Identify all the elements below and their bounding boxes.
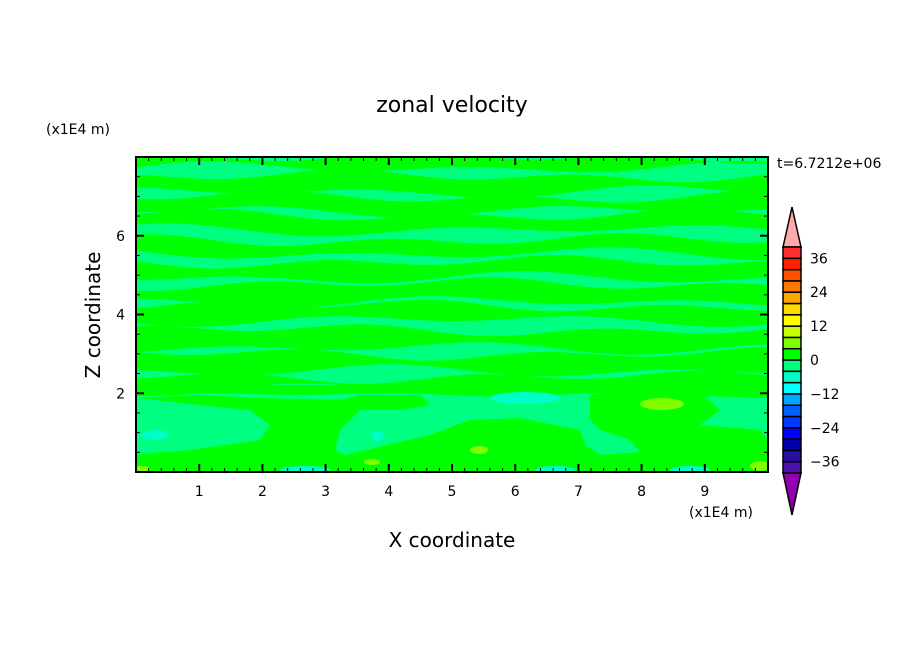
colorbar-swatch — [782, 314, 802, 327]
contour-fill-4-8 — [640, 398, 684, 410]
contour-fill-neg8-neg4 — [490, 392, 560, 404]
colorbar-tick-label: −24 — [810, 421, 840, 437]
x-tick-label: 5 — [448, 484, 457, 500]
colorbar-swatch — [782, 336, 802, 350]
contour-fill-0-4 — [136, 299, 768, 327]
contour-fill-0-4 — [136, 347, 768, 377]
colorbar-over-triangle — [782, 206, 802, 248]
contour-fill-neg8-neg4 — [141, 430, 169, 440]
colorbar-under-triangle — [782, 472, 802, 516]
colorbar-swatch — [782, 449, 802, 463]
colorbar-swatch — [782, 393, 802, 406]
colorbar-tick-label: 36 — [810, 251, 828, 267]
colorbar-swatch — [782, 291, 802, 305]
contour-plot-area — [136, 157, 768, 472]
y-unit-label: (x1E4 m) — [46, 122, 110, 138]
colorbar-swatch — [782, 347, 802, 361]
y-tick-label: 2 — [116, 386, 125, 402]
colorbar-tick-label: 24 — [810, 285, 828, 301]
colorbar: 36 24 12 0 −12 −24 −36 — [782, 206, 840, 516]
contour-fill-neg8-neg4 — [372, 431, 384, 441]
x-tick-label: 7 — [574, 484, 583, 500]
colorbar-swatch — [782, 438, 802, 452]
contour-fill-4-8 — [364, 459, 380, 465]
x-tick-label: 8 — [637, 484, 646, 500]
x-tick-label: 1 — [195, 484, 204, 500]
contour-fill-0-4 — [136, 277, 768, 309]
y-tick-label: 4 — [116, 308, 125, 324]
colorbar-swatch — [782, 404, 802, 418]
y-tick-label: 6 — [116, 229, 125, 245]
colorbar-tick-label: 0 — [810, 353, 819, 369]
contour-fill-4-8 — [470, 446, 488, 454]
contour-fill-0-4 — [136, 255, 768, 284]
x-tick-label: 6 — [511, 484, 520, 500]
contour-fill-4-8 — [136, 466, 150, 472]
contour-fill-0-4 — [136, 233, 768, 261]
contour-fill-0-4 — [136, 452, 238, 472]
colorbar-swatch — [782, 325, 802, 339]
x-unit-label: (x1E4 m) — [689, 505, 753, 521]
colorbar-swatch — [782, 381, 802, 395]
colorbar-swatch — [782, 460, 802, 474]
contour-fill-neg8-neg4 — [535, 466, 575, 472]
axes: 1 2 3 4 5 6 7 8 9 2 4 6 — [116, 156, 769, 500]
colorbar-tick-label: −36 — [810, 455, 840, 471]
x-tick-label: 9 — [700, 484, 709, 500]
x-tick-label: 3 — [321, 484, 330, 500]
contour-fill-0-4 — [136, 390, 768, 472]
colorbar-tick-label: −12 — [810, 387, 840, 403]
contour-fill-neg8-neg4 — [280, 466, 330, 472]
x-tick-label: 4 — [384, 484, 393, 500]
colorbar-swatch — [782, 280, 802, 293]
colorbar-tick-label: 12 — [810, 319, 828, 335]
colorbar-swatch — [782, 257, 802, 271]
contour-fill-0-4 — [136, 190, 768, 218]
contour-fill-0-4 — [136, 208, 768, 237]
colorbar-swatch — [782, 268, 802, 282]
colorbar-swatch — [782, 415, 802, 429]
colorbar-swatch — [782, 370, 802, 384]
colorbar-swatch — [782, 359, 802, 373]
chart-title: zonal velocity — [376, 93, 528, 118]
colorbar-swatch — [782, 246, 802, 260]
x-tick-label: 2 — [258, 484, 267, 500]
contour-fill-0-4 — [136, 324, 768, 355]
y-axis-label: Z coordinate — [81, 252, 105, 379]
colorbar-swatch — [782, 427, 802, 440]
x-axis-label: X coordinate — [389, 528, 516, 552]
contour-fill-4-8 — [750, 461, 768, 471]
contour-fill-0-4 — [136, 385, 768, 398]
time-label: t=6.7212e+06 — [777, 156, 881, 172]
colorbar-swatch — [782, 302, 802, 316]
